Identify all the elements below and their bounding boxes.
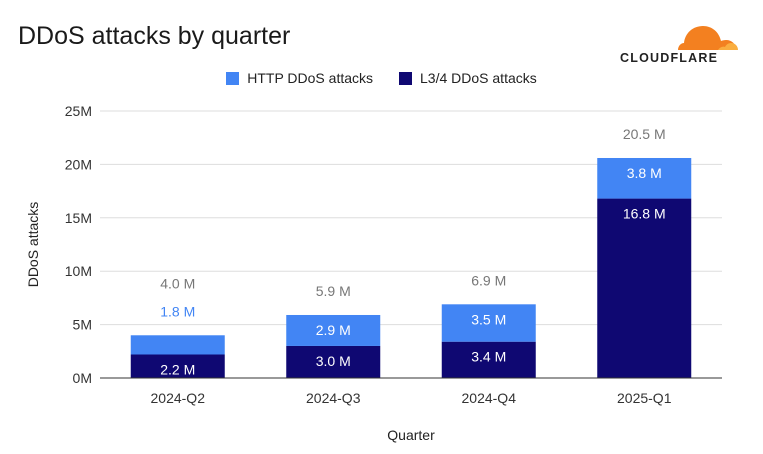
- legend-swatch-http: [226, 71, 240, 85]
- bar-http-2024-Q4: [441, 304, 536, 342]
- data-label-l34: 3.0 M: [316, 353, 351, 369]
- y-tick-label: 10M: [65, 263, 92, 279]
- legend-label-l34: L3/4 DDoS attacks: [420, 70, 537, 86]
- bar-l34-2024-Q4: [441, 341, 536, 378]
- x-tick-label: 2024-Q4: [462, 390, 517, 406]
- legend-swatch-l34: [399, 71, 413, 85]
- legend-item-http: HTTP DDoS attacks: [226, 70, 373, 86]
- y-tick-label: 25M: [65, 103, 92, 119]
- bar-http-2025-Q1: [597, 157, 692, 199]
- bar-l34-2024-Q3: [286, 345, 381, 378]
- legend-item-l34: L3/4 DDoS attacks: [399, 70, 537, 86]
- bar-l34-2024-Q2: [130, 354, 225, 378]
- data-label-total: 5.9 M: [316, 283, 351, 299]
- data-label-total: 6.9 M: [471, 272, 506, 288]
- bar-l34-2025-Q1: [597, 198, 692, 378]
- chart-title: DDoS attacks by quarter: [18, 22, 291, 50]
- x-axis-title: Quarter: [387, 427, 435, 443]
- bar-http-2024-Q2: [130, 335, 225, 355]
- data-label-total: 20.5 M: [623, 126, 666, 142]
- data-label-http: 1.8 M: [160, 303, 195, 319]
- y-tick-label: 0M: [73, 370, 92, 386]
- data-label-l34: 3.4 M: [471, 349, 506, 365]
- cloud-icon: [678, 26, 738, 50]
- x-tick-label: 2025-Q1: [617, 390, 672, 406]
- data-label-l34: 2.2 M: [160, 362, 195, 378]
- data-label-http: 2.9 M: [316, 322, 351, 338]
- y-tick-label: 15M: [65, 210, 92, 226]
- cloudflare-logo: CLOUDFLARE: [620, 24, 740, 66]
- legend: HTTP DDoS attacks L3/4 DDoS attacks: [0, 70, 763, 86]
- data-label-l34: 16.8 M: [623, 206, 666, 222]
- y-axis-title: DDoS attacks: [25, 202, 41, 288]
- y-tick-label: 20M: [65, 156, 92, 172]
- logo-text: CLOUDFLARE: [620, 51, 719, 65]
- x-tick-label: 2024-Q2: [151, 390, 206, 406]
- data-label-http: 3.8 M: [627, 165, 662, 181]
- y-tick-label: 5M: [73, 317, 92, 333]
- x-tick-label: 2024-Q3: [306, 390, 361, 406]
- data-label-total: 4.0 M: [160, 275, 195, 291]
- legend-label-http: HTTP DDoS attacks: [247, 70, 374, 86]
- data-label-http: 3.5 M: [471, 311, 506, 327]
- bar-http-2024-Q3: [286, 314, 381, 346]
